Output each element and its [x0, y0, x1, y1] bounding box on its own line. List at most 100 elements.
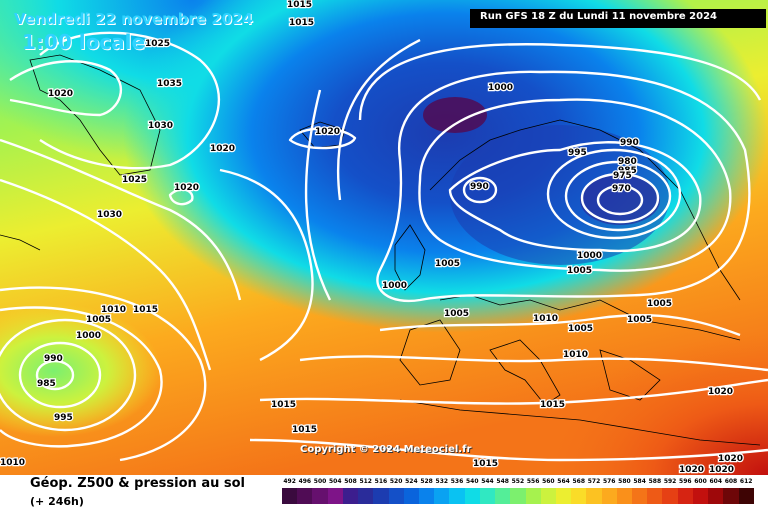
isobar-label: 990	[44, 354, 63, 364]
legend-tick-label: 564	[557, 478, 570, 485]
legend-tick-label: 612	[739, 478, 753, 485]
legend-tick-label: 572	[587, 478, 601, 485]
isobar-label: 1020	[709, 465, 734, 475]
legend-swatch	[616, 488, 633, 504]
isobar-label: 1030	[97, 210, 122, 220]
isobar-label: 1020	[315, 127, 340, 137]
legend-tick-label: 608	[724, 478, 738, 485]
coastlines	[0, 54, 761, 446]
legend-tick-label: 556	[526, 478, 540, 485]
legend-tick-label: 600	[694, 478, 707, 485]
isobar-label: 1020	[210, 144, 235, 154]
isobar-label: 980	[618, 157, 637, 167]
copyright: Copyright © 2024 Meteociel.fr	[300, 444, 472, 455]
isobar-label: 1005	[444, 309, 469, 319]
isobar-label: 1005	[647, 299, 672, 309]
legend-swatch	[525, 488, 541, 504]
isobar-label: 995	[54, 413, 73, 423]
legend-swatch	[327, 488, 343, 504]
legend-swatch	[510, 488, 526, 504]
footer: Géop. Z500 & pression au sol (+ 246h) 49…	[0, 475, 768, 512]
legend-swatch	[692, 488, 709, 504]
legend-swatch	[601, 488, 617, 504]
isobar-label: 1015	[540, 400, 565, 410]
legend-swatch	[434, 488, 450, 504]
legend-tick-label: 512	[359, 478, 372, 485]
legend-tick-label: 596	[679, 478, 692, 485]
isobar-label: 1010	[533, 314, 558, 324]
legend-tick-label: 500	[313, 478, 327, 485]
legend-tick-label: 584	[633, 478, 646, 485]
isobar-label: 1015	[287, 0, 312, 10]
run-label: Run GFS 18 Z du Lundi 11 novembre 2024	[480, 11, 718, 22]
isobar-label: 1030	[148, 121, 173, 131]
legend-tick-label: 552	[511, 478, 525, 485]
color-legend	[282, 488, 754, 504]
isobar-label: 1010	[0, 458, 25, 468]
isobar-label: 975	[613, 171, 632, 181]
legend-tick-label: 536	[450, 478, 464, 485]
isobar-label: 1010	[563, 350, 588, 360]
isobar-label: 1000	[577, 251, 602, 261]
legend-tick-label: 544	[481, 478, 494, 485]
legend-swatch	[738, 488, 754, 504]
legend-swatch	[723, 488, 739, 504]
legend-tick-label: 504	[329, 478, 342, 485]
isobar-label: 990	[620, 138, 639, 148]
legend-tick-label: 592	[663, 478, 677, 485]
legend-tick-label: 520	[389, 478, 403, 485]
legend-tick-label: 528	[420, 478, 433, 485]
legend-swatch	[403, 488, 419, 504]
isobar-label: 1015	[473, 459, 498, 469]
isobar-label: 1020	[708, 387, 733, 397]
legend-swatch	[388, 488, 404, 504]
legend-tick-label: 516	[374, 478, 388, 485]
isobar-label: 1020	[718, 454, 743, 464]
isobar-label: 1005	[568, 324, 593, 334]
legend-swatch	[708, 488, 724, 504]
legend-swatch	[647, 488, 663, 504]
legend-tick-label: 560	[542, 478, 555, 485]
isobar-label: 985	[618, 166, 637, 176]
legend-swatch	[297, 488, 313, 504]
isobar-label: 970	[612, 184, 631, 194]
forecast-date: Vendredi 22 novembre 2024	[14, 10, 253, 28]
legend-swatch	[342, 488, 359, 504]
legend-swatch	[358, 488, 374, 504]
legend-tick-labels: 492 496 500 504 508 512 516 520 524 528 532 536 540 5…	[282, 478, 754, 485]
legend-tick-label: 540	[465, 478, 479, 485]
isobar-label: 1005	[86, 315, 111, 325]
forecast-map: 1015 1025 1015 1020 1035 1030 1020 1020 …	[0, 0, 768, 475]
isobar-label: 1005	[435, 259, 460, 269]
isobar-label: 1015	[289, 18, 314, 28]
legend-swatch	[586, 488, 602, 504]
isobar-label: 1000	[382, 281, 407, 291]
isobar-label: 995	[568, 148, 587, 158]
legend-swatch	[677, 488, 693, 504]
legend-swatch	[479, 488, 496, 504]
lead-time-label: (+ 246h)	[30, 495, 84, 508]
legend-tick-label: 580	[618, 478, 631, 485]
legend-swatch	[282, 488, 298, 504]
legend-tick-label: 524	[405, 478, 418, 485]
legend-swatch	[555, 488, 572, 504]
legend-swatch	[540, 488, 556, 504]
isobar-label: 1005	[567, 266, 592, 276]
legend-swatch	[418, 488, 435, 504]
isobar-label: 985	[37, 379, 56, 389]
legend-swatch	[449, 488, 465, 504]
legend-tick-label: 492	[283, 478, 296, 485]
isobar-label: 1005	[627, 315, 652, 325]
isobar-label: 1015	[292, 425, 317, 435]
isobars	[0, 31, 768, 462]
forecast-time: 1:00 locale	[22, 30, 146, 54]
legend-swatch	[464, 488, 480, 504]
legend-tick-label: 604	[709, 478, 722, 485]
legend-tick-label: 496	[298, 478, 312, 485]
isobar-label: 1015	[133, 305, 158, 315]
isobar-label: 1020	[679, 465, 704, 475]
legend-tick-label: 568	[572, 478, 586, 485]
run-banner: Run GFS 18 Z du Lundi 11 novembre 2024	[470, 9, 766, 28]
isobar-label: 1010	[101, 305, 126, 315]
